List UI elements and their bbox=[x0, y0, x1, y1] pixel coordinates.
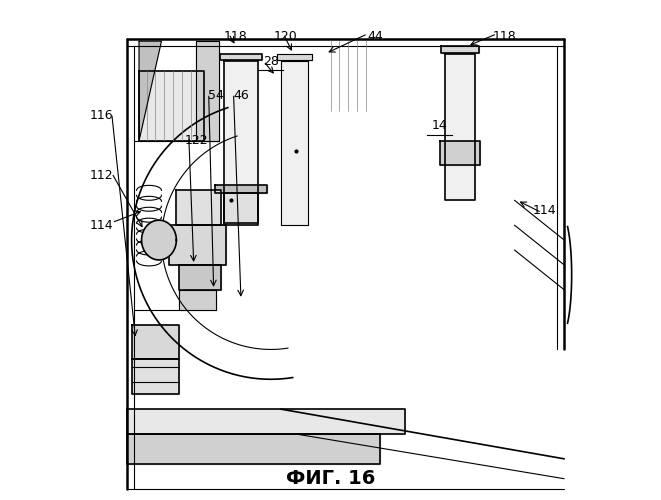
Polygon shape bbox=[223, 61, 258, 225]
Text: 28: 28 bbox=[263, 54, 279, 68]
Polygon shape bbox=[223, 193, 258, 222]
Polygon shape bbox=[179, 265, 221, 290]
Polygon shape bbox=[132, 324, 179, 360]
Polygon shape bbox=[179, 290, 216, 310]
Polygon shape bbox=[441, 46, 479, 52]
Text: 112: 112 bbox=[90, 169, 114, 182]
Text: 116: 116 bbox=[90, 110, 114, 122]
Text: 118: 118 bbox=[492, 30, 516, 43]
Polygon shape bbox=[440, 140, 480, 166]
Polygon shape bbox=[141, 220, 176, 260]
Polygon shape bbox=[127, 434, 380, 464]
Text: ФИГ. 16: ФИГ. 16 bbox=[286, 469, 375, 488]
Polygon shape bbox=[127, 409, 405, 434]
Polygon shape bbox=[281, 61, 308, 225]
Text: 114: 114 bbox=[90, 218, 114, 232]
Polygon shape bbox=[132, 360, 179, 394]
Polygon shape bbox=[278, 54, 311, 60]
Polygon shape bbox=[196, 41, 219, 140]
Text: 120: 120 bbox=[274, 30, 297, 43]
Text: 44: 44 bbox=[368, 30, 383, 43]
Text: 114: 114 bbox=[533, 204, 556, 216]
Polygon shape bbox=[215, 186, 267, 193]
Text: 122: 122 bbox=[184, 134, 208, 147]
Text: 14: 14 bbox=[432, 119, 447, 132]
Polygon shape bbox=[169, 225, 226, 265]
Polygon shape bbox=[176, 190, 221, 225]
Text: 54: 54 bbox=[208, 90, 224, 102]
Polygon shape bbox=[139, 41, 161, 140]
Polygon shape bbox=[445, 54, 475, 201]
Text: 118: 118 bbox=[224, 30, 248, 43]
Polygon shape bbox=[220, 54, 262, 60]
Polygon shape bbox=[139, 71, 204, 140]
Text: 46: 46 bbox=[233, 90, 249, 102]
